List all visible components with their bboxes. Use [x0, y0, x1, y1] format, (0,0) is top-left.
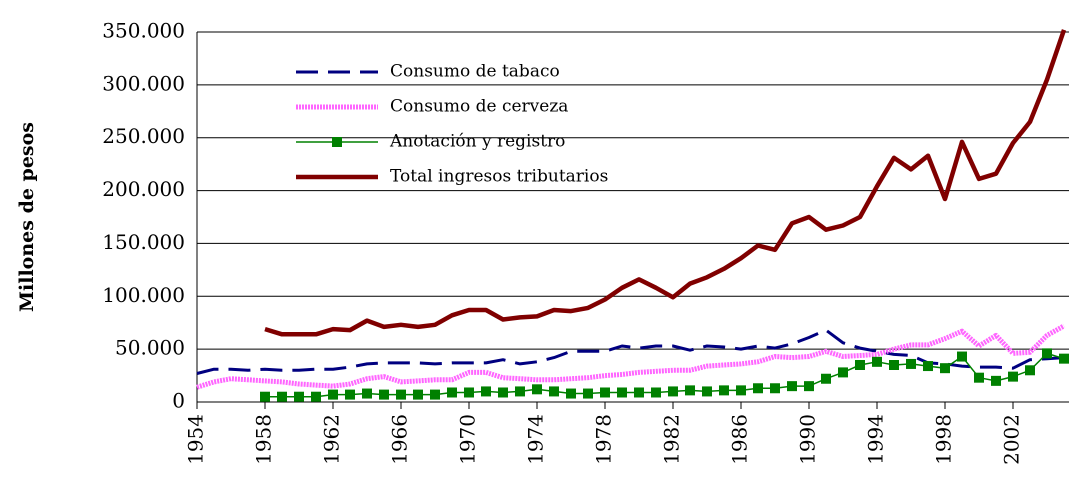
series-line [264, 29, 1067, 337]
point-marker [549, 386, 559, 397]
x-tick-label: 1974 [524, 414, 548, 465]
point-marker [532, 384, 542, 395]
point-marker [413, 389, 423, 400]
point-marker [447, 387, 457, 398]
point-marker [311, 391, 321, 402]
point-marker [328, 389, 338, 400]
point-marker [651, 387, 661, 398]
point-marker [600, 387, 610, 398]
point-marker [940, 363, 950, 374]
point-marker [617, 387, 627, 398]
point-marker [668, 386, 678, 397]
x-tick-label: 1982 [660, 414, 684, 465]
point-marker [821, 373, 831, 384]
y-tick-label: 200.000 [102, 177, 185, 201]
point-marker [379, 389, 389, 400]
x-tick-label: 1998 [932, 414, 956, 465]
y-tick-label: 100.000 [102, 283, 185, 307]
point-marker [430, 389, 440, 400]
x-tick-label: 2002 [1000, 414, 1024, 465]
point-marker [719, 385, 729, 396]
point-marker [1025, 365, 1035, 376]
y-tick-label: 250.000 [102, 124, 185, 148]
point-marker [838, 367, 848, 378]
point-marker [787, 381, 797, 392]
y-axis-label: Millones de pesos [16, 122, 38, 312]
point-marker [634, 387, 644, 398]
point-marker [872, 356, 882, 367]
point-marker [804, 381, 814, 392]
point-marker [515, 386, 525, 397]
point-marker [566, 388, 576, 399]
point-marker [702, 386, 712, 397]
point-marker [1059, 353, 1069, 364]
point-marker [906, 358, 916, 369]
y-tick-label: 150.000 [102, 230, 185, 254]
x-tick-label: 1990 [796, 414, 820, 465]
point-marker [277, 391, 287, 402]
point-marker [685, 385, 695, 396]
point-marker [583, 388, 593, 399]
point-marker [294, 391, 304, 402]
point-marker [923, 361, 933, 372]
series-line [196, 323, 1066, 390]
point-marker [753, 383, 763, 394]
point-marker [1008, 371, 1018, 382]
y-tick-label: 350.000 [102, 19, 185, 43]
point-marker [991, 375, 1001, 386]
x-tick-label: 1978 [592, 414, 616, 465]
x-tick-label: 1958 [252, 414, 276, 465]
y-tick-label: 50.000 [115, 336, 185, 360]
point-marker [770, 383, 780, 394]
y-tick-label: 0 [172, 389, 185, 413]
point-marker [396, 389, 406, 400]
point-marker [1042, 348, 1052, 359]
point-marker [362, 388, 372, 399]
legend-label: Consumo de cerveza [390, 97, 568, 117]
x-tick-label: 1994 [864, 414, 888, 465]
point-marker [855, 360, 865, 370]
point-marker [260, 391, 270, 402]
legend-label: Total ingresos tributarios [390, 167, 608, 187]
point-marker [974, 372, 984, 383]
point-marker [736, 385, 746, 396]
point-marker [889, 360, 899, 370]
x-tick-label: 1986 [728, 414, 752, 465]
x-tick-label: 1966 [388, 414, 412, 465]
point-marker [464, 387, 474, 398]
series-line [196, 328, 1065, 375]
legend-marker [332, 137, 342, 147]
legend-label: Consumo de tabaco [390, 62, 560, 82]
point-marker [498, 387, 508, 398]
x-tick-label: 1954 [184, 414, 208, 465]
point-marker [481, 386, 491, 397]
y-tick-label: 300.000 [102, 71, 185, 95]
point-marker [345, 389, 355, 400]
x-tick-label: 1962 [320, 414, 344, 465]
point-marker [957, 351, 967, 362]
x-tick-label: 1970 [456, 414, 480, 465]
legend-label: Anotación y registro [389, 132, 565, 152]
